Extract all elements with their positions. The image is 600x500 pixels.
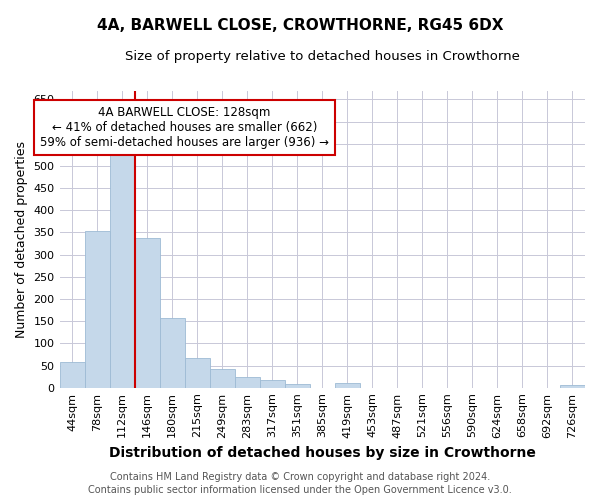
Bar [134,238,160,388]
Bar [560,386,585,388]
Text: 4A BARWELL CLOSE: 128sqm
← 41% of detached houses are smaller (662)
59% of semi-: 4A BARWELL CLOSE: 128sqm ← 41% of detach… [40,106,329,149]
Title: Size of property relative to detached houses in Crowthorne: Size of property relative to detached ho… [125,50,520,63]
Bar [235,376,260,388]
Bar [110,148,134,388]
Text: 4A, BARWELL CLOSE, CROWTHORNE, RG45 6DX: 4A, BARWELL CLOSE, CROWTHORNE, RG45 6DX [97,18,503,32]
Y-axis label: Number of detached properties: Number of detached properties [15,140,28,338]
Bar [160,318,185,388]
Bar [285,384,310,388]
Bar [59,362,85,388]
Bar [85,231,110,388]
Bar [185,358,209,388]
Bar [209,370,235,388]
X-axis label: Distribution of detached houses by size in Crowthorne: Distribution of detached houses by size … [109,446,536,460]
Text: Contains HM Land Registry data © Crown copyright and database right 2024.
Contai: Contains HM Land Registry data © Crown c… [88,472,512,495]
Bar [335,383,360,388]
Bar [260,380,285,388]
